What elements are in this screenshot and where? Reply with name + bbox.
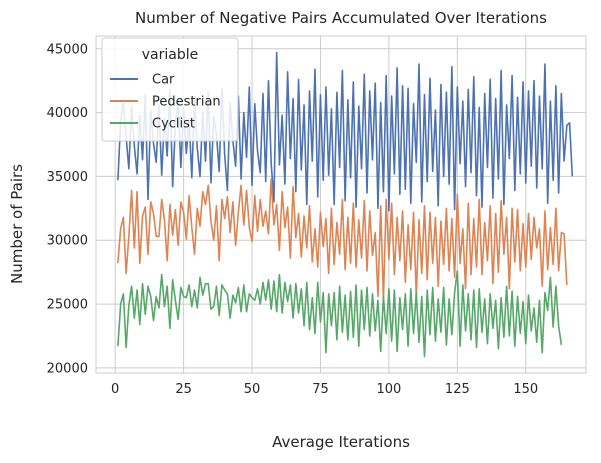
x-tick-label: 125: [445, 382, 470, 397]
x-tick-label: 75: [312, 382, 329, 397]
legend-title: variable: [142, 47, 198, 63]
legend-box: [101, 37, 239, 142]
x-axis-label: Average Iterations: [272, 433, 410, 451]
y-tick-label: 45000: [47, 42, 88, 57]
x-tick-label: 50: [244, 382, 261, 397]
x-tick-label: 150: [513, 382, 538, 397]
tick-labels: 0 25 50 75 100 125 150 20000 25000 30000 35000 4000…: [47, 42, 539, 397]
y-tick-label: 20000: [47, 361, 88, 376]
y-axis-label: Number of Pairs: [8, 164, 26, 284]
y-tick-label: 25000: [47, 298, 88, 313]
x-tick-label: 25: [175, 382, 192, 397]
legend-label-cyclist: Cyclist: [152, 117, 195, 132]
chart-title: Number of Negative Pairs Accumulated Ove…: [135, 9, 547, 27]
series-line-pedestrian: [117, 178, 568, 302]
legend-label-pedestrian: Pedestrian: [152, 95, 221, 110]
y-tick-label: 40000: [47, 106, 88, 121]
legend: variable Car Pedestrian Cyclist: [101, 37, 239, 142]
x-tick-label: 100: [376, 382, 401, 397]
legend-items: Car Pedestrian Cyclist: [110, 73, 221, 132]
y-tick-label: 30000: [47, 234, 88, 249]
plot-frame: [95, 35, 587, 374]
series-line-cyclist: [117, 270, 563, 358]
legend-label-car: Car: [152, 73, 175, 88]
x-tick-label: 0: [111, 382, 119, 397]
y-tick-label: 35000: [47, 170, 88, 185]
